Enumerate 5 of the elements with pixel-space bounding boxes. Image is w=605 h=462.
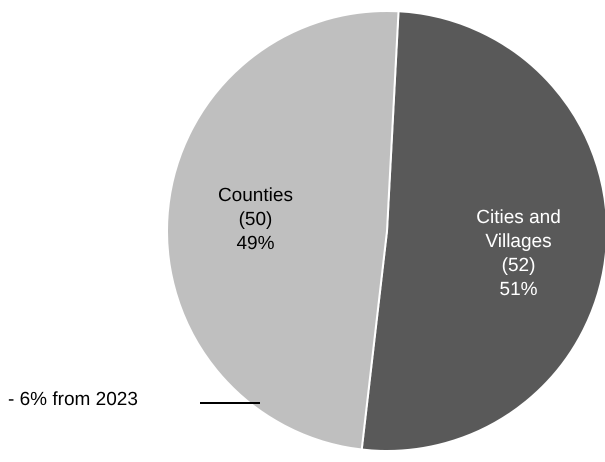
data-label: (50) 49% xyxy=(236,208,275,254)
data-label: (52) 51% xyxy=(500,255,538,300)
slice-label: Cities and Villages xyxy=(476,207,561,252)
text: - 6% from 2023 xyxy=(8,389,138,411)
slice-label: Counties xyxy=(218,184,293,206)
